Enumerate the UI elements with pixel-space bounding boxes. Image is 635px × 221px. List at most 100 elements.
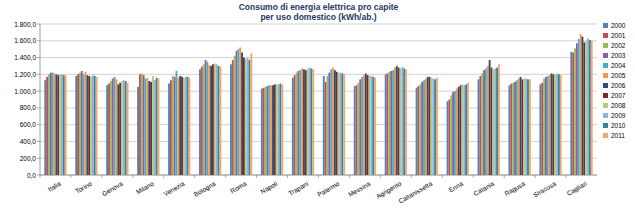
x-tick <box>163 175 164 178</box>
bar <box>150 82 152 175</box>
y-tick-label: 1.000,0 <box>14 88 36 95</box>
bar <box>325 82 327 175</box>
bar <box>176 71 178 175</box>
bar <box>582 37 584 175</box>
bar <box>243 58 245 175</box>
y-tick <box>37 141 40 142</box>
bar <box>59 74 61 175</box>
bar <box>125 81 127 175</box>
legend-swatch <box>603 43 608 48</box>
bar <box>370 76 372 175</box>
bar <box>139 74 141 175</box>
bars <box>44 34 592 175</box>
y-tick-label: 600,0 <box>20 121 37 128</box>
background <box>0 0 635 221</box>
x-tick-label: Torino <box>74 180 93 195</box>
bar <box>146 78 148 175</box>
bar <box>250 53 252 175</box>
bar <box>489 60 491 175</box>
bar <box>156 78 158 175</box>
bar <box>218 66 220 175</box>
bar <box>312 69 314 175</box>
grid-line <box>40 74 597 75</box>
x-tick <box>287 175 288 178</box>
bar <box>85 72 87 175</box>
legend-swatch <box>603 63 608 68</box>
y-tick <box>37 91 40 92</box>
bar <box>591 41 593 175</box>
bar <box>212 64 214 175</box>
y-tick <box>37 74 40 75</box>
x-tick-label: Bologna <box>193 180 218 199</box>
bar <box>241 53 243 175</box>
bar <box>152 76 154 175</box>
grid-line <box>40 40 597 41</box>
y-axis <box>40 24 41 175</box>
bar <box>388 72 390 175</box>
bar <box>127 83 129 175</box>
bar <box>356 85 358 175</box>
bar <box>187 77 189 175</box>
bar <box>154 80 156 175</box>
bar <box>44 80 46 175</box>
bar <box>292 78 294 175</box>
bar <box>416 88 418 175</box>
legend-label: 2005 <box>611 72 626 79</box>
x-tick <box>318 175 319 178</box>
bar <box>137 87 139 175</box>
legend-swatch <box>603 103 608 108</box>
bar <box>510 84 512 175</box>
bar <box>63 75 65 175</box>
bar <box>479 76 481 175</box>
bar <box>46 77 48 175</box>
title: Consumo di energia elettrica pro capite <box>239 2 399 12</box>
bar <box>94 76 96 175</box>
bar <box>354 86 356 175</box>
x-tick-label: Napoli <box>259 180 279 196</box>
bar <box>305 70 307 175</box>
bar <box>454 91 456 175</box>
bar <box>589 40 591 175</box>
bar <box>521 79 523 175</box>
legend-swatch <box>603 123 608 128</box>
bar <box>481 73 483 175</box>
bar <box>363 75 365 175</box>
bar <box>117 84 119 175</box>
legend-label: 2003 <box>611 52 626 59</box>
x-tick-label: Palermo <box>316 180 341 198</box>
bar <box>50 73 52 175</box>
bar <box>525 79 527 175</box>
bar <box>168 84 170 175</box>
bar <box>558 74 560 175</box>
bar <box>514 82 516 175</box>
x-tick-label: Roma <box>229 180 248 195</box>
legend-label: 2001 <box>611 32 626 39</box>
bar <box>552 74 554 175</box>
bar <box>463 85 465 175</box>
bar <box>570 52 572 175</box>
bar <box>88 76 90 175</box>
bar <box>281 84 283 175</box>
legend-swatch <box>603 53 608 58</box>
legend-swatch <box>603 93 608 98</box>
bar <box>400 68 402 175</box>
bar <box>359 79 361 175</box>
bar <box>245 59 247 175</box>
bar <box>185 77 187 175</box>
y-tick <box>37 40 40 41</box>
bar <box>574 48 576 175</box>
bar <box>447 101 449 175</box>
bar <box>237 49 239 175</box>
legend-label: 2011 <box>611 132 625 139</box>
bar <box>57 75 59 175</box>
y-tick <box>37 57 40 58</box>
y-tick <box>37 24 40 25</box>
bar <box>396 66 398 175</box>
bar <box>367 75 369 175</box>
bar <box>92 75 94 175</box>
bar <box>458 87 460 175</box>
bar <box>174 77 176 175</box>
bar <box>527 79 529 175</box>
bar <box>374 78 376 175</box>
y-tick <box>37 175 40 176</box>
